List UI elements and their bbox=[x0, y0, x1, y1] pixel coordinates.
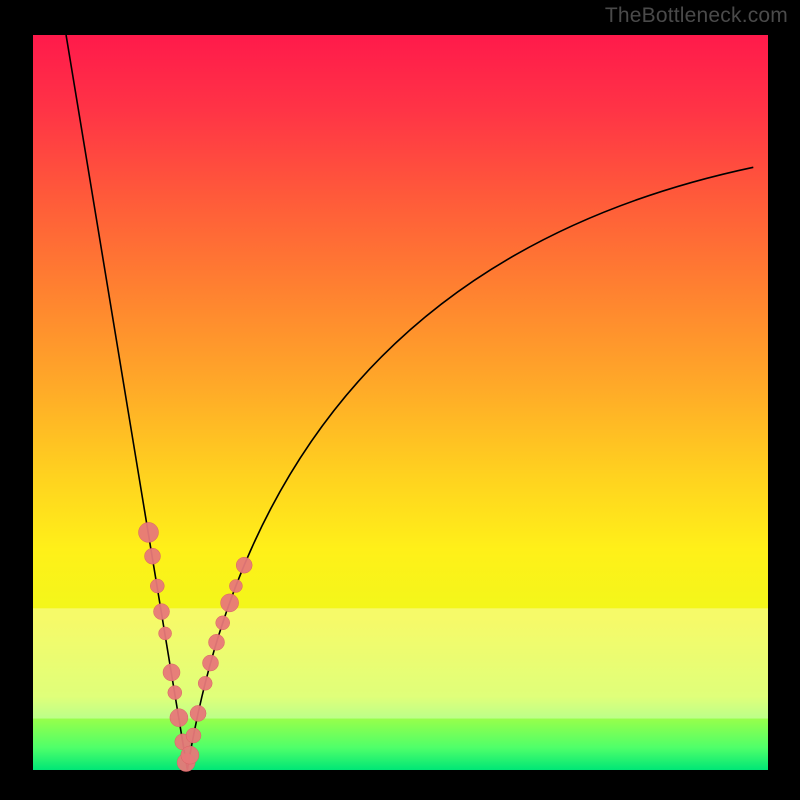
bead bbox=[150, 579, 164, 593]
bottleneck-chart bbox=[0, 0, 800, 800]
bead bbox=[209, 634, 225, 650]
bead bbox=[168, 686, 182, 700]
bead bbox=[229, 580, 242, 593]
bead bbox=[145, 548, 161, 564]
bead bbox=[216, 616, 230, 630]
bead bbox=[198, 676, 212, 690]
bead bbox=[139, 522, 159, 542]
bead bbox=[159, 627, 172, 640]
bead bbox=[221, 594, 239, 612]
bead bbox=[154, 604, 170, 620]
watermark-text: TheBottleneck.com bbox=[605, 4, 788, 28]
bead bbox=[163, 664, 180, 681]
bead bbox=[181, 746, 199, 764]
bead bbox=[186, 728, 201, 743]
bead bbox=[190, 705, 206, 721]
bead bbox=[170, 709, 188, 727]
pale-band bbox=[33, 608, 768, 718]
bead bbox=[236, 557, 252, 573]
bead bbox=[203, 655, 219, 671]
